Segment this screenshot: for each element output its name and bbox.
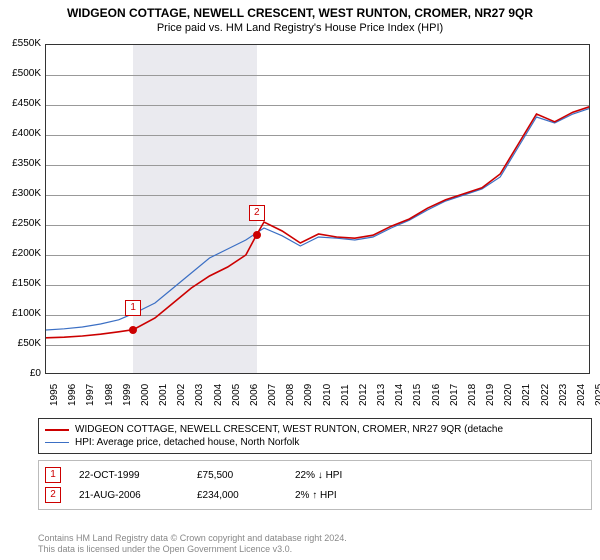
legend-label: HPI: Average price, detached house, Nort… xyxy=(75,437,299,448)
event-marker-box: 1 xyxy=(125,300,141,316)
attribution-line1: Contains HM Land Registry data © Crown c… xyxy=(38,533,592,545)
x-tick-label: 2022 xyxy=(540,384,551,406)
attribution-line2: This data is licensed under the Open Gov… xyxy=(38,544,592,556)
y-tick-label: £150K xyxy=(12,278,41,289)
chart-title: WIDGEON COTTAGE, NEWELL CRESCENT, WEST R… xyxy=(0,0,600,20)
x-tick-label: 2011 xyxy=(340,384,351,406)
y-tick-label: £500K xyxy=(12,68,41,79)
series-hpi xyxy=(46,108,590,330)
x-tick-label: 2001 xyxy=(158,384,169,406)
x-tick-label: 2012 xyxy=(358,384,369,406)
y-tick-label: £250K xyxy=(12,218,41,229)
x-tick-label: 1999 xyxy=(122,384,133,406)
x-tick-label: 2019 xyxy=(485,384,496,406)
event-date: 21-AUG-2006 xyxy=(79,490,179,501)
event-marker-dot xyxy=(253,231,261,239)
y-tick-label: £350K xyxy=(12,158,41,169)
y-tick-label: £100K xyxy=(12,308,41,319)
legend-swatch xyxy=(45,442,69,443)
event-row: 2 21-AUG-2006 £234,000 2% ↑ HPI xyxy=(45,485,585,505)
x-tick-label: 2021 xyxy=(521,384,532,406)
x-tick-label: 2017 xyxy=(449,384,460,406)
legend-label: WIDGEON COTTAGE, NEWELL CRESCENT, WEST R… xyxy=(75,424,503,435)
y-tick-label: £400K xyxy=(12,128,41,139)
y-tick-label: £550K xyxy=(12,38,41,49)
x-tick-label: 2020 xyxy=(503,384,514,406)
legend: WIDGEON COTTAGE, NEWELL CRESCENT, WEST R… xyxy=(38,418,592,454)
legend-row: HPI: Average price, detached house, Nort… xyxy=(45,436,585,449)
x-tick-label: 2000 xyxy=(140,384,151,406)
x-tick-label: 2010 xyxy=(322,384,333,406)
x-tick-label: 2025 xyxy=(594,384,600,406)
event-price: £234,000 xyxy=(197,490,277,501)
event-number-box: 2 xyxy=(45,487,61,503)
x-tick-label: 2013 xyxy=(376,384,387,406)
chart-subtitle: Price paid vs. HM Land Registry's House … xyxy=(0,20,600,38)
attribution: Contains HM Land Registry data © Crown c… xyxy=(38,533,592,556)
event-delta: 22% ↓ HPI xyxy=(295,470,342,481)
x-tick-label: 2005 xyxy=(231,384,242,406)
x-tick-label: 2024 xyxy=(576,384,587,406)
event-date: 22-OCT-1999 xyxy=(79,470,179,481)
y-tick-label: £200K xyxy=(12,248,41,259)
x-tick-label: 2007 xyxy=(267,384,278,406)
x-tick-label: 2002 xyxy=(176,384,187,406)
x-tick-label: 1998 xyxy=(104,384,115,406)
events-table: 1 22-OCT-1999 £75,500 22% ↓ HPI 2 21-AUG-2006… xyxy=(38,460,592,510)
y-tick-label: £450K xyxy=(12,98,41,109)
legend-row: WIDGEON COTTAGE, NEWELL CRESCENT, WEST R… xyxy=(45,423,585,436)
y-tick-label: £300K xyxy=(12,188,41,199)
plot-background: 12 xyxy=(45,44,590,374)
x-tick-label: 2004 xyxy=(213,384,224,406)
event-row: 1 22-OCT-1999 £75,500 22% ↓ HPI xyxy=(45,465,585,485)
event-delta: 2% ↑ HPI xyxy=(295,490,337,501)
x-tick-label: 2003 xyxy=(194,384,205,406)
x-tick-label: 1996 xyxy=(67,384,78,406)
x-tick-label: 2006 xyxy=(249,384,260,406)
plot-area: 12 xyxy=(45,44,590,374)
x-tick-label: 2018 xyxy=(467,384,478,406)
legend-swatch xyxy=(45,429,69,431)
event-marker-dot xyxy=(129,326,137,334)
x-tick-label: 2008 xyxy=(285,384,296,406)
y-tick-label: £0 xyxy=(30,368,41,379)
x-tick-label: 2015 xyxy=(412,384,423,406)
event-marker-box: 2 xyxy=(249,205,265,221)
y-tick-label: £50K xyxy=(18,338,41,349)
x-tick-label: 2009 xyxy=(303,384,314,406)
series-svg xyxy=(46,45,590,374)
x-tick-label: 1997 xyxy=(85,384,96,406)
event-price: £75,500 xyxy=(197,470,277,481)
event-number-box: 1 xyxy=(45,467,61,483)
x-tick-label: 2023 xyxy=(558,384,569,406)
x-tick-label: 2016 xyxy=(431,384,442,406)
x-tick-label: 2014 xyxy=(394,384,405,406)
x-tick-label: 1995 xyxy=(49,384,60,406)
